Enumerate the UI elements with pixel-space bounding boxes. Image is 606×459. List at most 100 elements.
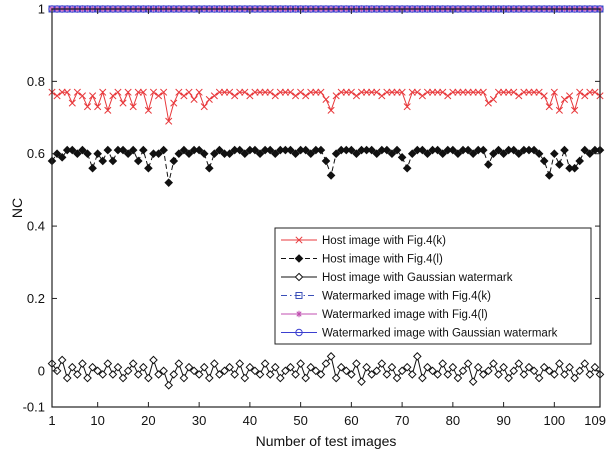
data-point	[438, 149, 448, 159]
data-point	[489, 149, 498, 159]
data-point	[149, 355, 158, 365]
data-point	[194, 145, 204, 155]
data-point	[301, 373, 311, 383]
data-point	[174, 359, 184, 368]
data-point	[133, 156, 143, 166]
data-point	[281, 366, 290, 376]
data-point	[204, 163, 214, 173]
data-point	[118, 145, 128, 155]
data-point	[165, 117, 173, 125]
data-point	[159, 145, 168, 155]
data-point	[454, 88, 462, 96]
data-point	[256, 88, 264, 96]
x-axis-label: Number of test images	[256, 433, 397, 449]
data-point	[327, 106, 335, 114]
data-point	[373, 88, 381, 96]
data-point	[250, 366, 260, 376]
data-point	[469, 88, 477, 96]
data-point	[220, 366, 229, 376]
data-point	[164, 178, 174, 187]
data-point	[83, 103, 92, 111]
legend-label: Host image with Fig.4(l)	[322, 254, 443, 266]
data-point	[423, 88, 432, 96]
legend-label: Watermarked image with Gaussian watermar…	[322, 328, 558, 340]
data-point	[534, 373, 544, 383]
data-point	[271, 92, 279, 100]
data-point	[286, 88, 295, 96]
data-point	[128, 359, 138, 368]
data-point	[448, 145, 458, 155]
data-point	[113, 362, 123, 372]
data-point	[215, 145, 224, 155]
data-point	[418, 145, 427, 155]
data-point	[53, 92, 61, 100]
data-point	[73, 149, 82, 159]
data-point	[215, 370, 224, 379]
data-point	[500, 88, 508, 96]
y-tick-label: -0.1	[23, 400, 45, 415]
data-point	[175, 88, 183, 96]
data-point	[321, 156, 331, 166]
data-point	[555, 359, 564, 368]
data-point	[231, 92, 239, 100]
data-point	[292, 92, 300, 100]
data-point	[83, 149, 92, 159]
data-point	[114, 88, 122, 96]
legend-label: Watermarked image with Fig.4(k)	[322, 291, 491, 303]
data-point	[580, 359, 590, 368]
data-point	[322, 95, 330, 104]
data-point	[504, 373, 513, 383]
data-point	[438, 359, 448, 368]
data-point	[210, 359, 219, 368]
data-point	[509, 366, 519, 376]
data-point	[73, 88, 81, 96]
data-point	[387, 149, 397, 159]
data-point	[357, 88, 366, 96]
data-point	[489, 95, 497, 104]
data-point	[499, 362, 508, 372]
data-point	[383, 88, 391, 96]
y-tick-label: 0.4	[27, 219, 45, 234]
data-point	[195, 88, 203, 96]
data-point	[52, 149, 62, 159]
data-point	[180, 92, 188, 100]
data-point	[367, 370, 376, 379]
data-point	[514, 149, 524, 159]
data-point	[179, 145, 189, 155]
legend-item-6: Watermarked image with Gaussian watermar…	[281, 328, 558, 340]
data-point	[139, 145, 148, 155]
data-point	[89, 92, 97, 100]
data-point	[103, 145, 113, 155]
data-point	[444, 92, 452, 100]
data-point	[570, 373, 579, 383]
legend-swatch-marker	[295, 310, 303, 318]
data-point	[93, 149, 102, 159]
data-point	[352, 149, 361, 159]
data-point	[505, 88, 513, 96]
data-point	[67, 145, 77, 155]
data-point	[448, 362, 458, 372]
data-point	[144, 373, 153, 383]
data-point	[570, 163, 579, 173]
legend-item-1: Host image with Fig.4(k)	[281, 235, 446, 247]
data-point	[170, 99, 178, 107]
data-point	[240, 373, 250, 383]
data-point	[98, 370, 108, 379]
data-point	[372, 366, 382, 376]
data-point	[560, 95, 569, 104]
data-point	[484, 366, 493, 376]
data-point	[204, 373, 214, 383]
data-point	[326, 171, 336, 180]
data-point	[499, 149, 508, 159]
data-point	[402, 163, 412, 173]
data-point	[246, 92, 254, 100]
data-point	[154, 370, 163, 379]
data-point	[261, 88, 269, 96]
plot-frame	[51, 8, 601, 408]
data-point	[510, 88, 518, 96]
y-tick-label: 1	[38, 2, 45, 17]
data-point	[103, 359, 113, 368]
data-point	[484, 99, 492, 107]
data-point	[368, 88, 376, 96]
data-point	[276, 88, 284, 96]
